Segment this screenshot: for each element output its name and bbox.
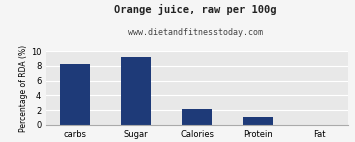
Bar (60, 64, 90, 125)
Text: www.dietandfitnesstoday.com: www.dietandfitnesstoday.com (128, 28, 263, 37)
Text: Orange juice, raw per 100g: Orange juice, raw per 100g (114, 4, 277, 15)
Bar (121, 57, 151, 125)
Bar (243, 117, 273, 125)
Y-axis label: Percentage of RDA (%): Percentage of RDA (%) (19, 44, 28, 132)
Bar (182, 109, 212, 125)
